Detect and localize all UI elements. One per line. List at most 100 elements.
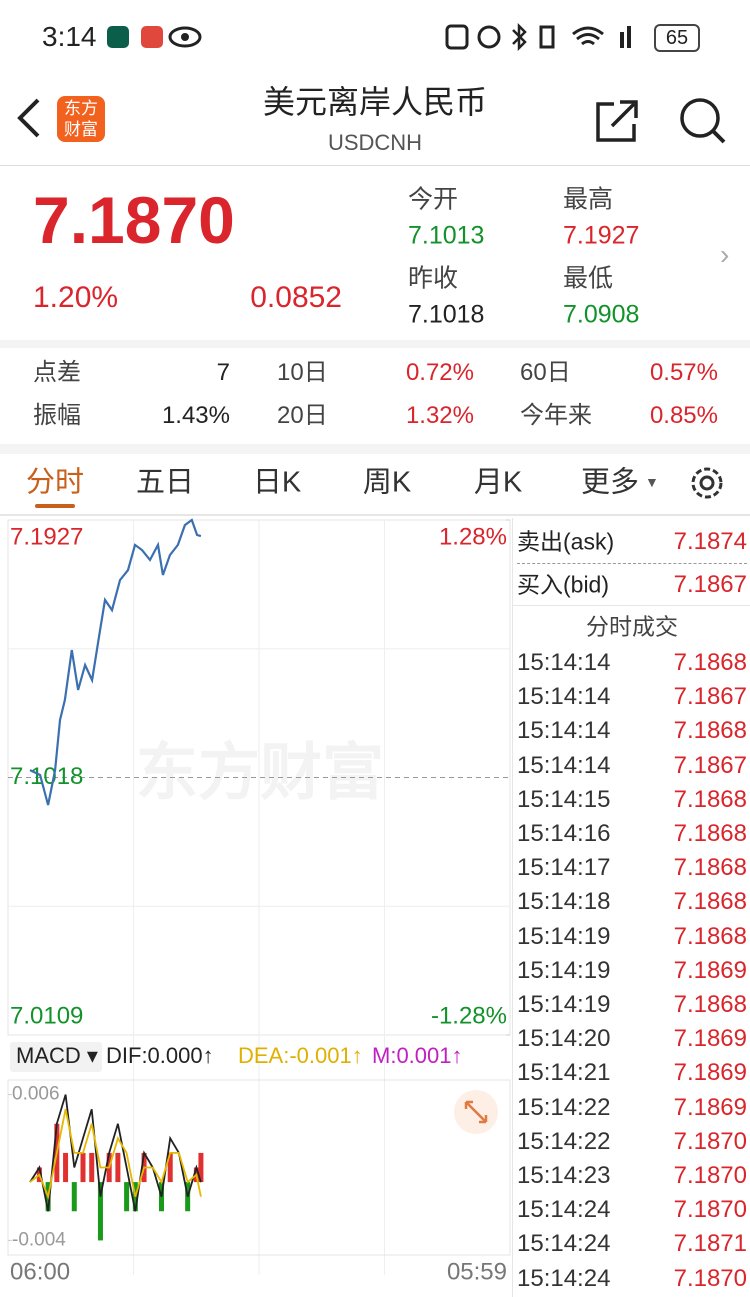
macd-legend: DEA:-0.001↑ bbox=[238, 1043, 363, 1068]
trade-time: 15:14:19 bbox=[517, 991, 611, 1018]
stat-value: 0.85% bbox=[649, 402, 718, 429]
trade-time: 15:14:24 bbox=[517, 1230, 611, 1258]
field-value: 7.1018 bbox=[408, 300, 485, 329]
trade-price: 7.1869 bbox=[673, 1093, 747, 1121]
trade-time: 15:14:14 bbox=[517, 683, 611, 711]
tab-underline bbox=[35, 504, 75, 508]
trade-price: 7.1868 bbox=[673, 854, 747, 882]
trade-time: 15:14:20 bbox=[517, 1025, 611, 1053]
trade-time: 15:14:14 bbox=[517, 717, 611, 745]
tab[interactable]: 周K bbox=[362, 466, 412, 499]
macd-bar bbox=[71, 1182, 77, 1212]
header-icons[interactable] bbox=[592, 96, 732, 144]
tab[interactable]: 更多 bbox=[580, 466, 639, 499]
tab[interactable]: 分时 bbox=[25, 466, 84, 499]
status-icons-left bbox=[107, 26, 202, 48]
trade-panel: 卖出(ask) 7.1874 买入(bid) 7.1867 分时成交 15:14:14 7.… bbox=[512, 518, 750, 1297]
stat-value: 1.43% bbox=[161, 402, 230, 429]
macd-bar bbox=[167, 1152, 173, 1183]
stat-value: 7 bbox=[216, 359, 230, 386]
trade-time: 15:14:14 bbox=[517, 649, 611, 676]
trade-time: 15:14:16 bbox=[517, 820, 611, 847]
tab[interactable]: 月K bbox=[473, 466, 523, 499]
field-label: 今开 bbox=[408, 185, 459, 214]
more-chevron[interactable]: › bbox=[720, 239, 730, 270]
back-button[interactable] bbox=[14, 96, 44, 140]
trade-price: 7.1868 bbox=[673, 820, 747, 847]
macd-bar bbox=[198, 1152, 204, 1183]
status-icons-right bbox=[445, 22, 631, 52]
trade-time: 15:14:17 bbox=[517, 854, 611, 882]
subtitle: USDCNH bbox=[327, 130, 423, 155]
stat-label: 20日 bbox=[277, 402, 328, 429]
divider bbox=[513, 605, 750, 606]
trade-price: 7.1869 bbox=[673, 956, 747, 984]
stat-value: 1.32% bbox=[405, 402, 474, 429]
trade-time: 15:14:21 bbox=[517, 1059, 611, 1087]
stat-label: 10日 bbox=[277, 359, 328, 386]
trade-price: 7.1868 bbox=[673, 888, 747, 916]
trade-price: 7.1868 bbox=[673, 785, 747, 813]
ask-value: 7.1874 bbox=[673, 528, 747, 555]
expand-icon bbox=[464, 1100, 488, 1124]
settings-icon[interactable] bbox=[688, 463, 728, 503]
trade-time: 15:14:14 bbox=[517, 751, 611, 779]
macd-bar bbox=[124, 1182, 130, 1212]
stat-value: 0.72% bbox=[405, 359, 474, 386]
trade-price: 7.1869 bbox=[673, 1059, 747, 1087]
macd-bar bbox=[115, 1152, 121, 1183]
tab[interactable]: 日K bbox=[252, 466, 302, 499]
stat-label: 振幅 bbox=[33, 402, 81, 429]
bid-value: 7.1867 bbox=[673, 571, 747, 598]
trade-price: 7.1870 bbox=[673, 1127, 747, 1155]
stat-label: 点差 bbox=[33, 359, 81, 386]
trade-price: 7.1868 bbox=[673, 649, 747, 676]
title: 美元离岸人民币 bbox=[262, 84, 487, 120]
macd-tick-label: -0.004 bbox=[12, 1229, 66, 1250]
trade-time: 15:14:24 bbox=[517, 1196, 611, 1224]
app-logo[interactable]: 东方 财富 bbox=[57, 96, 105, 142]
y2-tick-label: 1.28% bbox=[439, 523, 507, 550]
trade-price: 7.1870 bbox=[673, 1196, 747, 1224]
stat-value: 0.57% bbox=[649, 359, 718, 386]
macd-bar bbox=[63, 1152, 69, 1183]
trade-price: 7.1867 bbox=[673, 751, 747, 779]
trade-price: 7.1868 bbox=[673, 991, 747, 1018]
trade-price: 7.1869 bbox=[673, 1025, 747, 1053]
dropdown-caret[interactable]: ▼ bbox=[645, 474, 659, 490]
trade-price: 7.1867 bbox=[673, 683, 747, 711]
macd-tick-label: 0.006 bbox=[12, 1084, 60, 1105]
trade-time: 15:14:22 bbox=[517, 1093, 611, 1121]
battery: 65 bbox=[654, 24, 700, 52]
clock: 3:14 bbox=[42, 21, 97, 52]
last-price: 7.1870 bbox=[33, 183, 235, 257]
change: 0.0852 bbox=[250, 281, 342, 314]
trade-time: 15:14:23 bbox=[517, 1162, 611, 1189]
divider bbox=[0, 514, 750, 516]
bid-label: 买入(bid) bbox=[517, 571, 610, 598]
macd-selector[interactable] bbox=[10, 1042, 102, 1072]
macd-bar bbox=[80, 1152, 86, 1183]
y-tick-label: 7.0109 bbox=[10, 1002, 83, 1029]
macd-line bbox=[29, 1094, 202, 1212]
divider bbox=[0, 340, 750, 348]
trade-price: 7.1870 bbox=[673, 1162, 747, 1189]
trade-time: 15:14:24 bbox=[517, 1264, 611, 1292]
macd-legend: MACD ▾ bbox=[16, 1043, 98, 1068]
macd-bar bbox=[97, 1182, 103, 1241]
field-label: 最低 bbox=[563, 264, 614, 293]
price-line bbox=[29, 518, 202, 806]
tab[interactable]: 五日 bbox=[135, 466, 194, 499]
trade-price: 7.1868 bbox=[673, 922, 747, 950]
chart: 东方财富 7.0109 7.1018 7.1927 -1.28% 1.28% 06:00 05… bbox=[7, 518, 511, 1285]
trade-time: 15:14:19 bbox=[517, 922, 611, 950]
y-tick-label: 7.1018 bbox=[10, 763, 83, 790]
logo-text: 东方 bbox=[64, 99, 98, 118]
field-value: 7.1013 bbox=[408, 221, 485, 250]
field-value: 7.0908 bbox=[563, 300, 640, 329]
y-tick-label: 7.1927 bbox=[10, 523, 83, 550]
watermark: 东方财富 bbox=[136, 738, 384, 807]
trade-price: 7.1870 bbox=[673, 1264, 747, 1292]
field-label: 最高 bbox=[563, 185, 614, 214]
